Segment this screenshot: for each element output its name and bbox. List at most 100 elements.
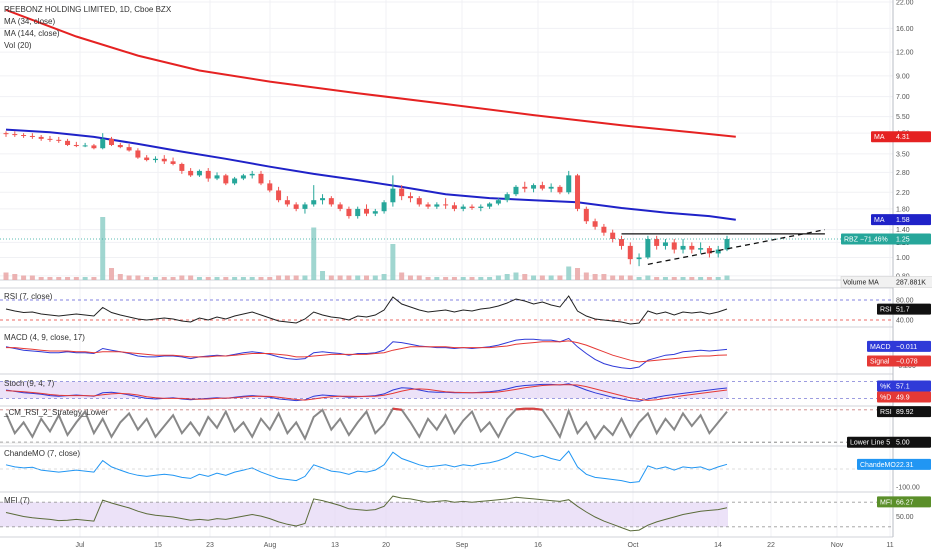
candle-body (469, 206, 475, 208)
candle-body (267, 183, 273, 191)
legend-ma144: MA (144, close) (4, 29, 60, 38)
volume-bar (381, 274, 387, 280)
stoch-line-1 (5, 384, 728, 401)
candle-body (73, 144, 79, 147)
volume-bar (504, 274, 510, 280)
price-tick-8: 2.80 (896, 170, 910, 177)
price-tick-1: 16.00 (896, 26, 914, 33)
candle-body (100, 138, 106, 149)
candle-body (495, 200, 501, 204)
candle-body (47, 138, 53, 140)
cm-rsi-overbought-segment (533, 407, 543, 411)
legend-symbol: REEBONZ HOLDING LIMITED, 1D, Cboe BZX (4, 5, 172, 14)
volume-bar (117, 274, 123, 280)
candle-body (258, 173, 264, 184)
candle-body (513, 186, 519, 195)
rsi-line-0 (5, 295, 728, 325)
volume-bar (706, 277, 712, 280)
candle-body (21, 135, 27, 137)
cm-lower-badge-label: Lower Line 5 (850, 440, 890, 447)
candle-body (539, 185, 545, 189)
rsi-badge-label: RSI (880, 307, 892, 314)
candle-body (522, 186, 528, 189)
candle-body (698, 248, 704, 250)
candle-body (232, 178, 238, 184)
rsi-badge-bg (877, 303, 931, 315)
volume-bar (47, 277, 53, 280)
candle-body (29, 135, 35, 137)
candle-body (618, 239, 624, 246)
time-label-4: 13 (331, 542, 339, 549)
candle-body (179, 163, 185, 171)
candle-body (38, 136, 44, 139)
time-label-7: 16 (534, 542, 542, 549)
signal-badge-value: −0.078 (896, 359, 918, 366)
cm-rsi-badge-label: RSI (880, 409, 892, 416)
candle-body (161, 158, 167, 162)
time-label-3: Aug (264, 542, 277, 549)
price-badge-value: 1.25 (896, 237, 910, 244)
cm-lower-badge-value: 5.00 (896, 440, 910, 447)
signal-badge: Signal −0.078 (867, 355, 931, 367)
volume-bar (689, 277, 695, 280)
cm-rsi-badge-value: 89.92 (896, 409, 914, 416)
candle-body (328, 198, 334, 205)
time-label-6: Sep (456, 542, 469, 549)
volume-bar (531, 275, 537, 280)
candle-body (249, 173, 255, 176)
volume-bar (487, 277, 493, 280)
candle-body (399, 188, 405, 197)
signal-badge-bg (867, 355, 931, 367)
candle-body (654, 239, 660, 246)
candle-body (56, 139, 62, 141)
cm-lower-badge: Lower Line 5 5.00 (847, 436, 931, 448)
ma34-badge-value: 1.58 (896, 217, 910, 224)
volume-bar (240, 277, 246, 280)
macd-line-1 (6, 340, 728, 363)
volume-bar (583, 272, 589, 280)
candle-body (566, 175, 572, 193)
mfi-badge-label: MFI (880, 499, 892, 506)
volume-bar (311, 227, 317, 280)
rsi-title: RSI (7, close) (4, 292, 53, 301)
volume-bar (179, 275, 185, 280)
cm-rsi-badge: RSI 89.92 (877, 406, 931, 418)
ma144-badge: MA 4.31 (871, 131, 931, 143)
candle-body (671, 242, 677, 250)
candle-body (311, 200, 317, 205)
time-label-5: 20 (382, 542, 390, 549)
price-tick-2: 12.00 (896, 50, 914, 57)
volume-bar (364, 275, 369, 280)
price-badge: RBZ −71.46% 1.25 (841, 233, 931, 245)
candle-body (152, 158, 158, 161)
volume-bar (575, 268, 581, 280)
cm-rsi-overbought-segment (515, 407, 525, 411)
volume-bar (355, 275, 361, 280)
ma144-badge-value: 4.31 (896, 134, 910, 141)
candle-body (706, 248, 712, 254)
time-label-1: 15 (154, 542, 162, 549)
candle-body (381, 202, 387, 212)
ma144-badge-bg (871, 131, 931, 143)
candle-body (715, 249, 721, 254)
candle-body (583, 208, 589, 222)
volume-bar (407, 275, 413, 280)
price-tick-4: 7.00 (896, 94, 910, 101)
volume-bar (610, 275, 616, 280)
mfi-badge-bg (877, 496, 931, 508)
chandemo-level-label: -100.00 (896, 484, 920, 491)
volume-bar (12, 274, 18, 280)
candle-body (284, 200, 290, 205)
mfi-line-0 (5, 495, 728, 532)
volume-bar (372, 275, 378, 280)
stoch-d-badge-bg (877, 391, 931, 403)
candle-body (407, 196, 413, 199)
chandemo-badge-value: 22.31 (896, 462, 914, 469)
volume-bar (557, 275, 563, 280)
candle-body (144, 157, 150, 161)
cm-rsi-line-0 (5, 407, 728, 441)
cm-rsi-badge-bg (877, 406, 931, 418)
candle-body (188, 170, 194, 176)
